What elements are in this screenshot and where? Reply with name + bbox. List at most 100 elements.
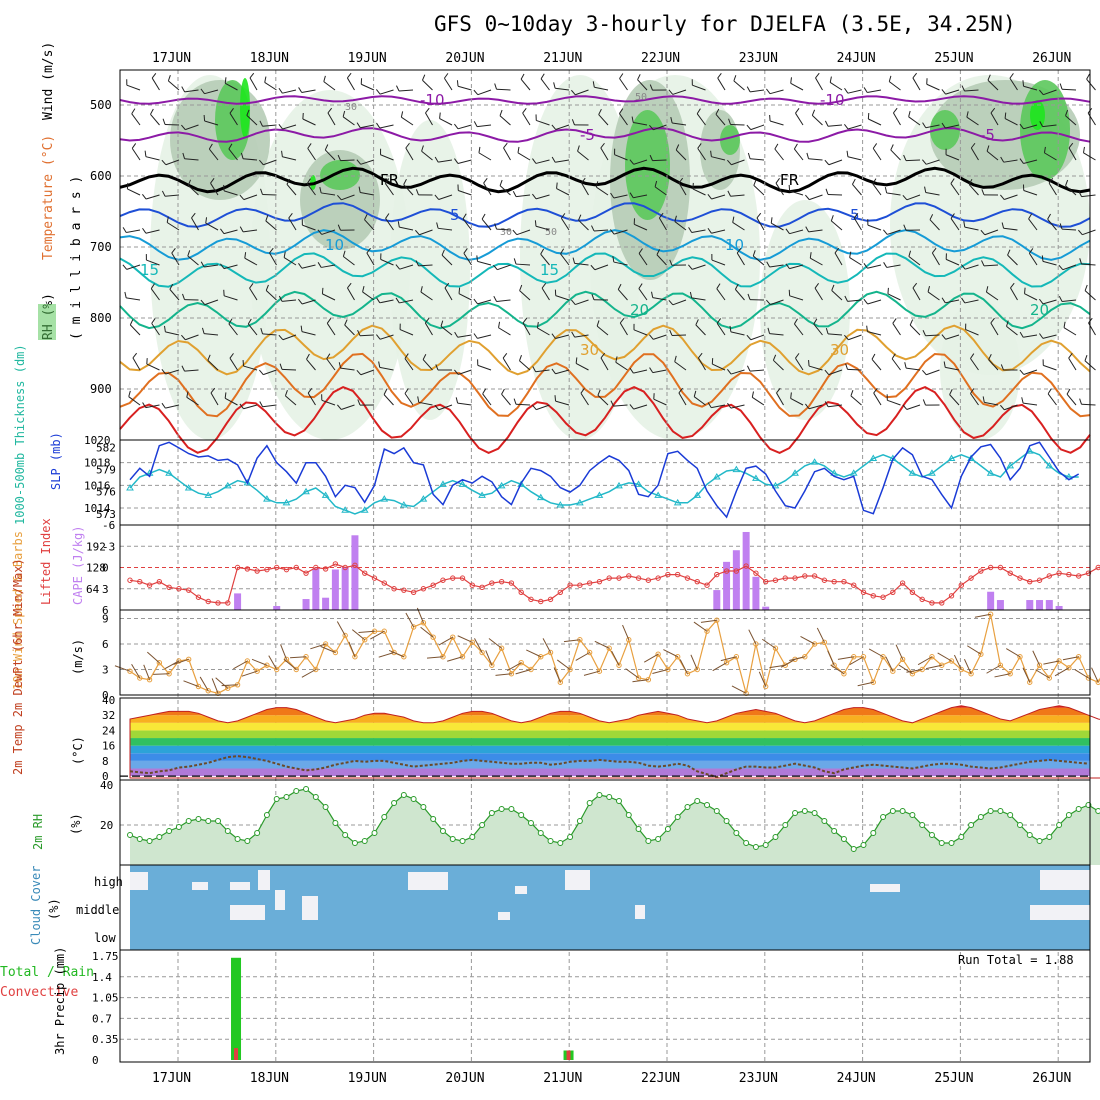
wind-barb: [633, 369, 648, 374]
wind-barb: [223, 190, 238, 196]
wind-barb: [925, 192, 940, 196]
wind-speed-marker: [342, 632, 348, 639]
wind-barb: [458, 369, 472, 375]
wind-barb-flag: [1043, 146, 1046, 153]
wind-barb: [970, 147, 979, 161]
wind-barb-flag: [981, 189, 985, 196]
wind-barb: [693, 396, 706, 406]
wind-barb: [653, 334, 667, 340]
li-marker: [704, 582, 710, 588]
wind-barb-flag: [436, 222, 439, 229]
wind-barb: [600, 357, 609, 371]
rh-marker: [792, 810, 799, 816]
wind-barb: [498, 327, 511, 336]
wind-barb: [146, 363, 160, 371]
wind-barb: [692, 264, 706, 270]
cloud-patch: [258, 870, 270, 890]
wind-barb: [380, 154, 394, 161]
rh-marker: [136, 836, 143, 842]
wind-barb-flag: [229, 353, 234, 359]
wind-barb-10m: [233, 660, 248, 670]
wind-barb-flag: [751, 391, 755, 398]
wind-barb-10m: [526, 649, 541, 658]
wind-label: Wind (m/s): [41, 42, 56, 120]
cloud-yunit: (%): [47, 898, 61, 920]
wind-barb: [848, 334, 862, 341]
wind-barb-flag: [1059, 83, 1063, 90]
wind-barb: [145, 194, 160, 200]
wind-barb-10m: [215, 677, 229, 689]
wind-barb: [281, 368, 297, 371]
wind-barb-flag: [963, 221, 966, 228]
wind-barb-flag: [1039, 89, 1044, 95]
li-marker: [978, 568, 984, 574]
wind-barb-flag: [1079, 258, 1083, 265]
wind-barb: [828, 369, 843, 376]
wind-tick-label: 6: [102, 638, 109, 651]
wind-barb-flag: [499, 179, 503, 186]
wind-barb-flag: [772, 354, 777, 361]
wind-barb-flag: [513, 258, 517, 265]
wind-barb: [1023, 85, 1038, 91]
cape-bar: [312, 568, 320, 610]
wind-barb-flag: [844, 334, 849, 341]
wind-barb-flag: [785, 263, 790, 269]
wind-barb: [908, 116, 921, 126]
wind-barb-flag: [385, 213, 390, 219]
li-series: [129, 563, 1100, 604]
wind-barb-flag: [572, 257, 576, 264]
li-marker: [185, 587, 192, 593]
rh-shade-19: [240, 78, 250, 138]
wind-barb-flag: [746, 365, 751, 372]
wind-barb-flag: [560, 213, 566, 219]
date-label-top: 21JUN: [543, 51, 582, 66]
wind-barb-flag: [434, 194, 440, 200]
li-marker: [176, 586, 182, 592]
wind-barb: [849, 257, 862, 266]
temperature-contour-6: [119, 290, 1091, 330]
cape-ylabel: Lifted Index: [39, 518, 53, 605]
wind-barb-flag: [1066, 388, 1071, 395]
wind-barb-flag: [323, 75, 326, 82]
wind-barb-flag: [649, 124, 654, 131]
wind-barb-flag: [1019, 123, 1024, 130]
wind-barb-flag: [904, 362, 907, 369]
wind-barb-flag: [637, 74, 641, 80]
li-marker: [665, 571, 671, 578]
contour-label: 20: [630, 301, 649, 319]
wind-barb-10m: [420, 626, 434, 638]
wind-barb-flag: [1068, 352, 1073, 359]
wind-barb: [1061, 228, 1077, 231]
wind-barb-10m: [290, 656, 307, 659]
wind-barb: [1086, 78, 1096, 91]
wind-barb: [750, 89, 765, 93]
wind-barb: [1048, 182, 1057, 196]
wind-barb-10m: [712, 662, 727, 672]
wind-barb: [598, 114, 609, 126]
li-marker: [195, 594, 202, 600]
wind-barb-flag: [986, 145, 990, 152]
wind-barb: [555, 400, 570, 406]
wind-barb: [483, 182, 492, 196]
wind-barb-flag: [342, 110, 346, 117]
wind-barb-flag: [617, 283, 622, 290]
wind-barb-flag: [220, 228, 225, 234]
li-marker: [635, 575, 642, 581]
wind-barb-flag: [619, 108, 624, 114]
wind-barb-flag: [151, 72, 157, 79]
wind-barb-flag: [458, 287, 461, 294]
wind-barb-flag: [638, 283, 643, 289]
wind-barb: [247, 323, 258, 336]
wind-barb: [282, 156, 297, 161]
cloud-patch: [870, 884, 900, 892]
wind-barb: [1044, 152, 1057, 161]
wind-barb: [1004, 404, 1018, 411]
wind-barb: [477, 299, 492, 305]
wind-barb-flag: [950, 213, 955, 219]
wind-barb-flag: [454, 331, 459, 338]
wind-speed-marker: [1066, 665, 1072, 671]
wind-barb-flag: [404, 353, 409, 359]
cape-bar: [351, 535, 359, 610]
wind-barb: [1023, 334, 1038, 338]
wind-barb-10m: [849, 656, 864, 666]
